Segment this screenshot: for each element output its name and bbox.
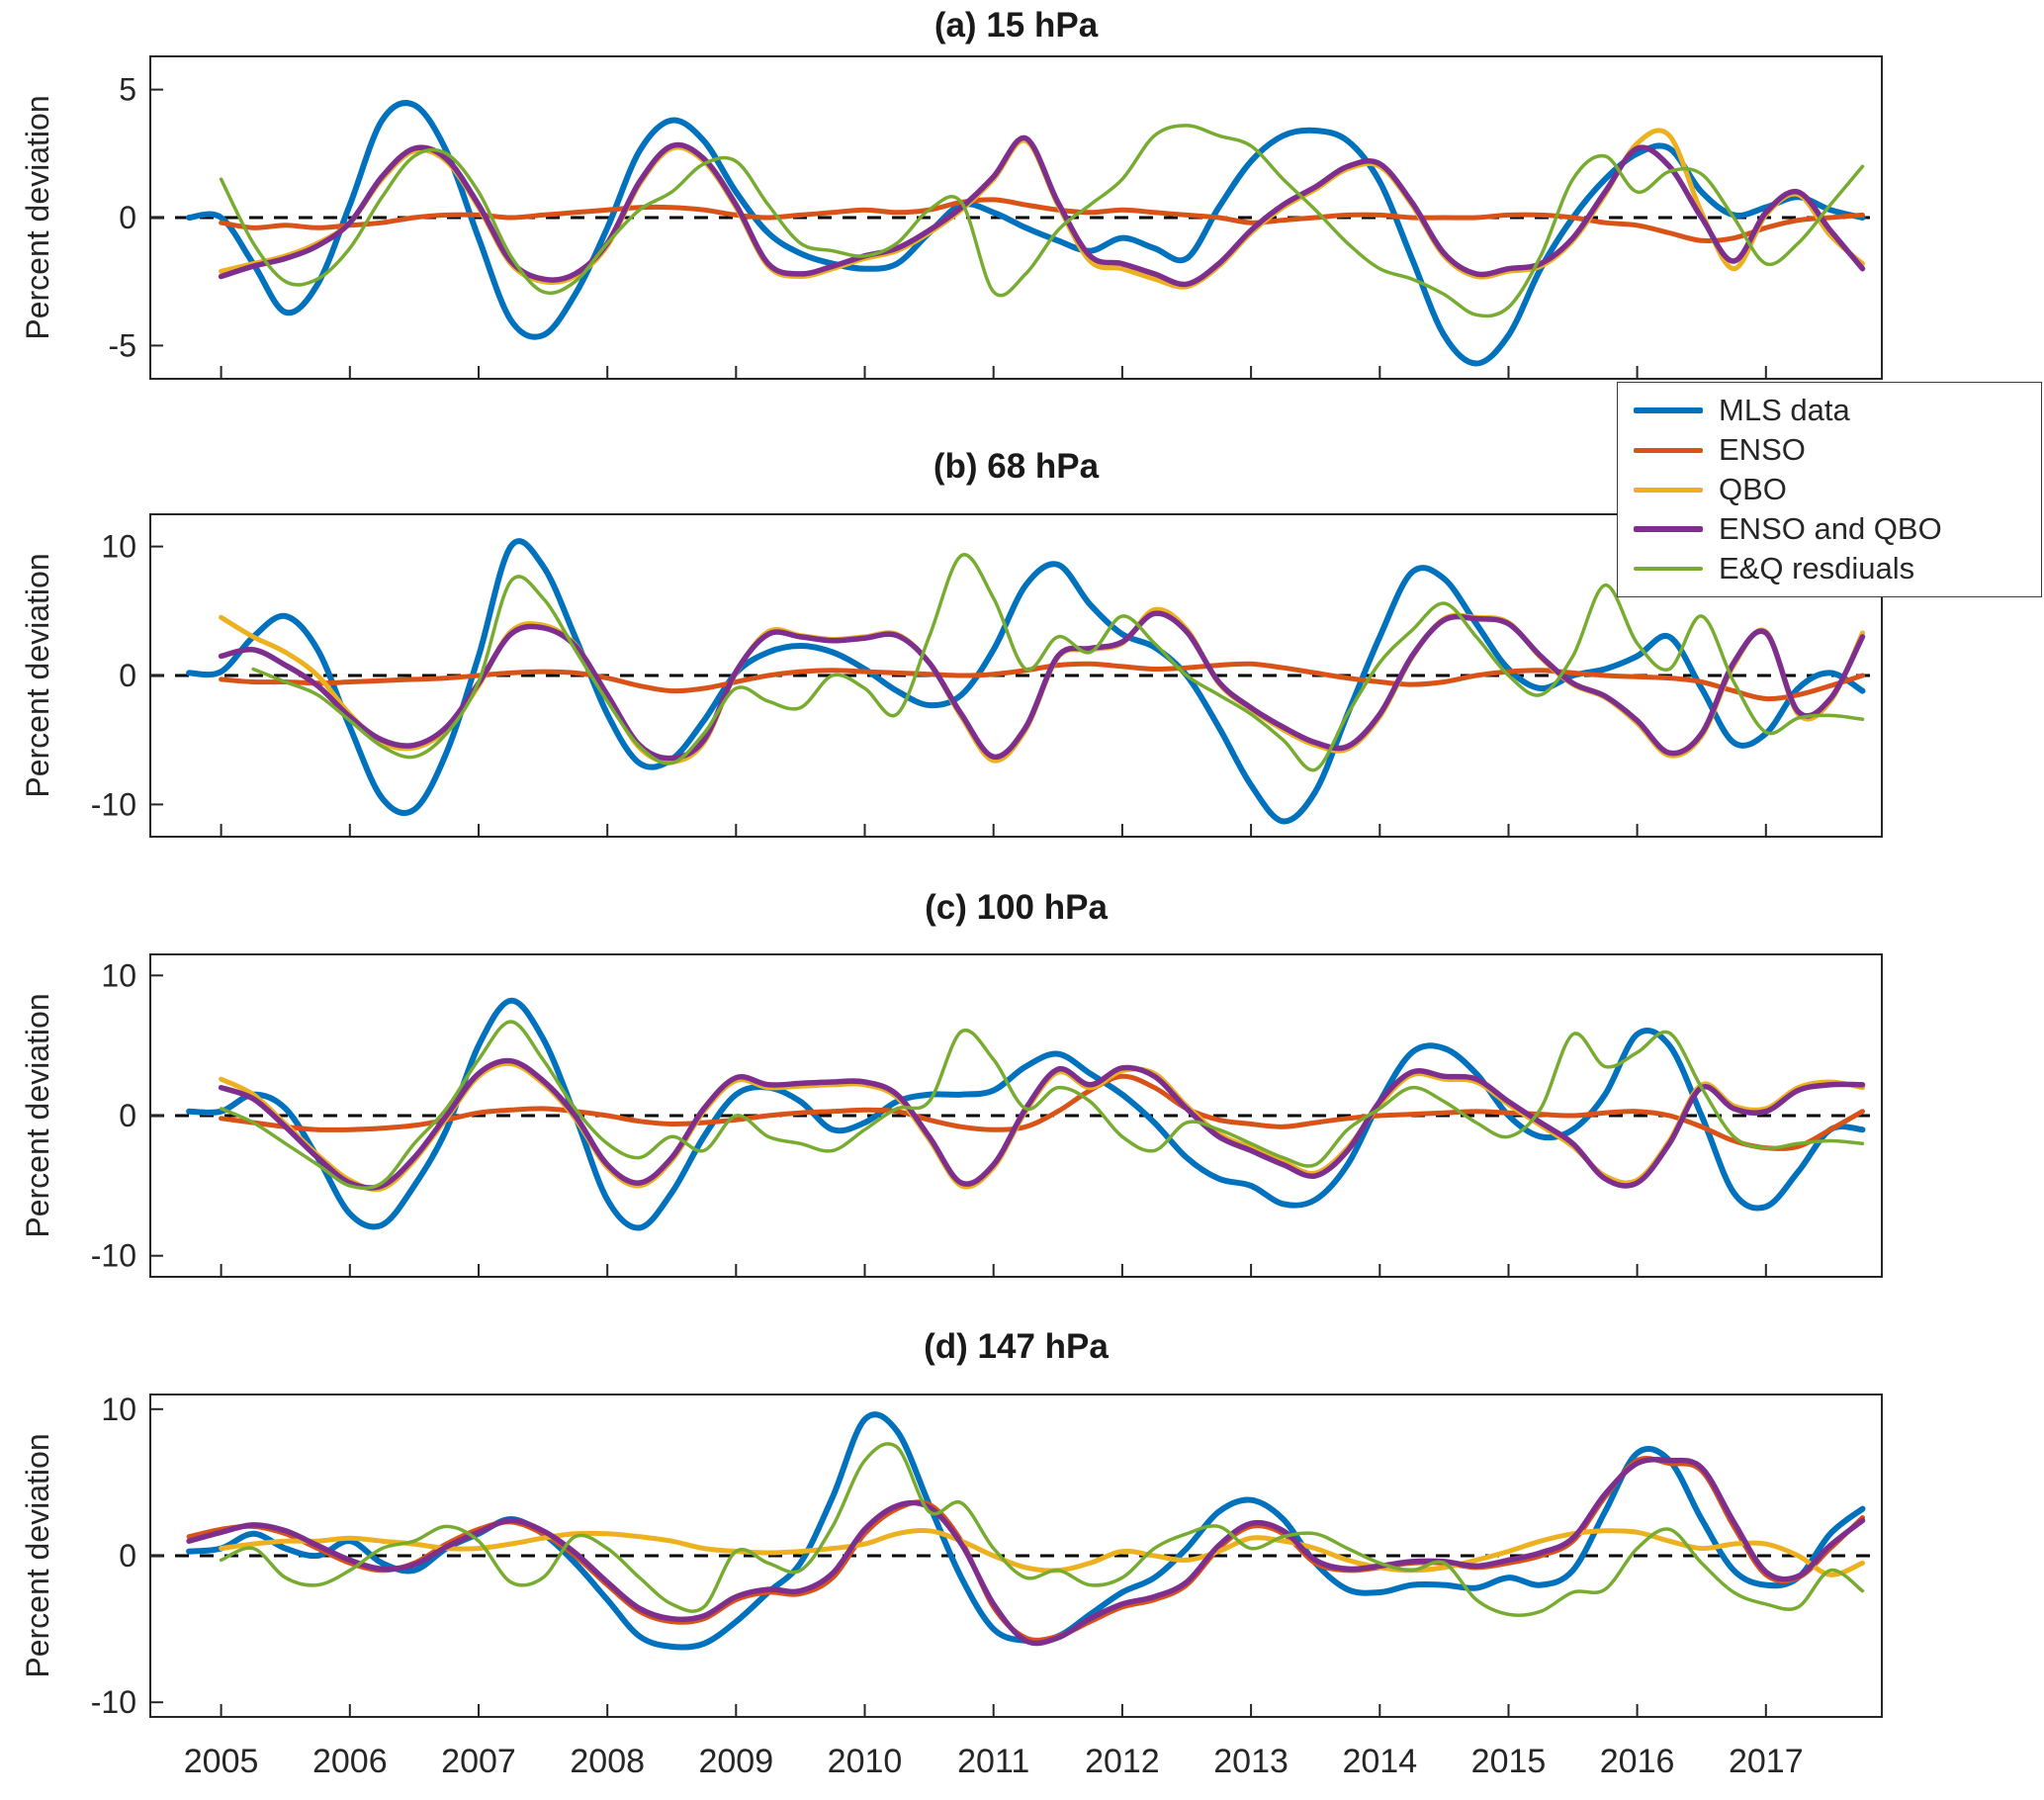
legend-item-qbo: QBO (1618, 470, 2041, 509)
svg-text:2017: 2017 (1729, 1743, 1804, 1780)
svg-text:5: 5 (119, 72, 136, 108)
qbo-line-swatch (1634, 487, 1703, 493)
legend-item-enso-qbo: ENSO and QBO (1618, 509, 2041, 549)
svg-text:2005: 2005 (184, 1743, 259, 1780)
svg-text:0: 0 (119, 1098, 136, 1133)
panel-a-title: (a) 15 hPa (933, 6, 1099, 45)
svg-text:-10: -10 (91, 1684, 136, 1720)
legend-label-enso-qbo: ENSO and QBO (1719, 511, 1942, 546)
svg-text:2010: 2010 (828, 1743, 903, 1780)
svg-text:10: 10 (101, 1392, 136, 1427)
panel-b-plot: -10 0 10 (91, 513, 1883, 838)
svg-text:10: 10 (101, 529, 136, 565)
legend-label-enso: ENSO (1719, 432, 1806, 467)
legend-label-qbo: QBO (1719, 472, 1787, 506)
svg-text:-10: -10 (91, 786, 136, 822)
svg-text:2008: 2008 (570, 1743, 645, 1780)
svg-text:2013: 2013 (1213, 1743, 1289, 1780)
svg-text:2011: 2011 (957, 1743, 1029, 1780)
panel-b-title: (b) 68 hPa (933, 447, 1100, 486)
svg-text:10: 10 (101, 957, 136, 993)
svg-text:0: 0 (119, 200, 136, 235)
svg-text:-5: -5 (109, 327, 136, 363)
svg-text:2015: 2015 (1471, 1743, 1547, 1780)
panel-d-title: (d) 147 hPa (924, 1327, 1109, 1366)
svg-text:0: 0 (119, 1538, 136, 1574)
mls-line-swatch (1634, 407, 1703, 413)
svg-text:2009: 2009 (698, 1743, 773, 1780)
legend-item-mls: MLS data (1618, 391, 2041, 430)
legend: MLS data ENSO QBO ENSO and QBO E&Q resdi… (1617, 382, 2042, 597)
legend-item-enso: ENSO (1618, 430, 2041, 470)
panel-c-title: (c) 100 hPa (925, 888, 1108, 927)
enso-line-swatch (1634, 447, 1703, 453)
legend-label-mls: MLS data (1719, 393, 1850, 427)
svg-text:2014: 2014 (1342, 1743, 1417, 1780)
enso-qbo-line-swatch (1634, 526, 1703, 532)
svg-text:2016: 2016 (1600, 1743, 1675, 1780)
panel-d-plot: 2005 2006 2007 2008 2009 2010 2011 2012 2013 2014… (91, 1392, 1883, 1780)
svg-text:2012: 2012 (1085, 1743, 1160, 1780)
legend-item-eq-residuals: E&Q resdiuals (1618, 549, 2041, 588)
svg-text:2006: 2006 (312, 1743, 388, 1780)
panel-c-plot: -10 0 10 (91, 953, 1883, 1278)
svg-text:-10: -10 (91, 1238, 136, 1274)
eq-residuals-line-swatch (1634, 567, 1703, 571)
svg-text:2007: 2007 (441, 1743, 516, 1780)
legend-label-eq-residuals: E&Q resdiuals (1719, 551, 1915, 585)
panel-a-plot: -5 0 5 (109, 55, 1883, 380)
svg-text:0: 0 (119, 658, 136, 693)
